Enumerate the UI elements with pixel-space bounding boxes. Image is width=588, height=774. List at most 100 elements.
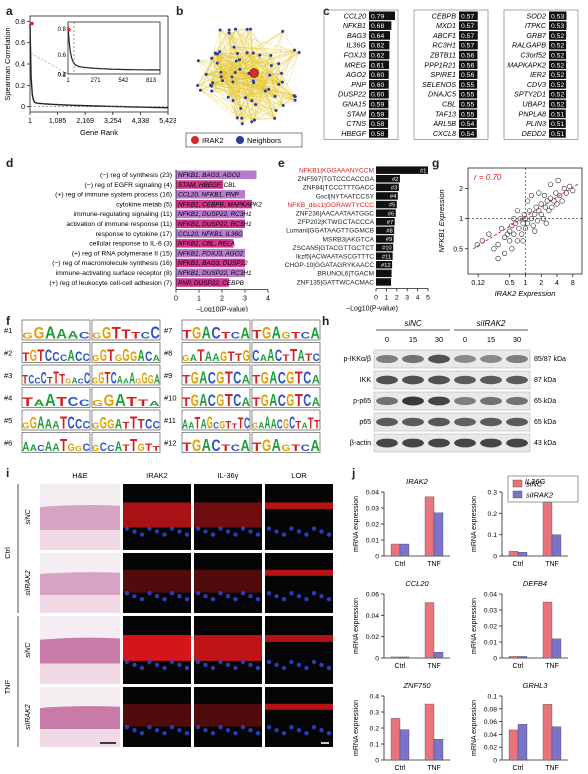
network-edge xyxy=(235,29,279,85)
panel-label-d: d xyxy=(6,156,14,170)
panel-c-value-bar xyxy=(459,99,478,109)
panel-c-value: 0.53 xyxy=(551,13,564,20)
panel-f-logo-rev-frame xyxy=(251,409,321,431)
panel-j-category-label: Ctrl xyxy=(513,561,524,568)
network-edge xyxy=(211,52,248,59)
panel-g-point xyxy=(551,198,557,204)
panel-g-point xyxy=(527,208,533,214)
panel-j-ytick-label: 0 xyxy=(493,554,497,561)
panel-f-logo-fwd-letter: T xyxy=(228,349,235,365)
panel-i-nucleus xyxy=(124,725,130,730)
panel-i-nucleus xyxy=(319,594,324,599)
panel-h-band xyxy=(454,438,476,448)
panel-c-value-bar xyxy=(459,11,478,21)
panel-j-ytick-label: 0.01 xyxy=(366,538,379,545)
panel-h-western-blot: siNC siIRAK2 0 15 30 0 15 30 p-IKKα/β 85/87 kDa IK… xyxy=(343,319,566,453)
panel-c-value: 0.61 xyxy=(371,62,384,69)
panel-c-gene-name: NFKB1 xyxy=(343,21,366,30)
panel-i-fluor-image xyxy=(265,484,333,550)
network-edge xyxy=(232,81,269,90)
panel-h-time-label: 0 xyxy=(463,335,467,344)
panel-c-value: 0.54 xyxy=(461,121,474,128)
panel-i-nucleus xyxy=(311,591,317,596)
panel-f-logo-rev-letter: A xyxy=(265,413,271,433)
panel-f-logo-rev-letter: T xyxy=(107,346,114,365)
panel-f-logo-rev-letter: A xyxy=(138,348,145,365)
panel-f-logo-rev-letter: A xyxy=(311,438,320,455)
neighbor-node xyxy=(198,88,202,92)
panel-h-protein-label: p-IKKα/β xyxy=(343,356,371,363)
panel-c-value-bar xyxy=(459,60,478,70)
neighbor-node xyxy=(213,51,217,55)
panel-f-logo-rev-letter: T xyxy=(153,446,161,453)
network-edge xyxy=(215,52,240,60)
panel-f-logo-rev-letter: T xyxy=(126,394,137,409)
panel-j-bar-sinc xyxy=(424,703,435,761)
panel-a-inset-xtick-label: 271 xyxy=(91,78,102,84)
panel-c-value-bar xyxy=(369,11,395,21)
panel-f-logo-rev-letter: G xyxy=(281,330,290,341)
network-edge xyxy=(242,75,270,124)
panel-f-logo-rev-letter: G xyxy=(261,369,269,388)
panel-e-motif-label: ZNF84|TCCCTTTGACC xyxy=(303,185,375,192)
panel-i-nucleus xyxy=(326,597,332,602)
panel-c-value-bar xyxy=(369,40,390,50)
panel-f-logo-fwd-frame xyxy=(21,432,91,453)
panel-c-value-bar xyxy=(549,119,566,128)
panel-i-nucleus xyxy=(274,594,279,599)
panel-i-he-epidermis xyxy=(40,505,120,531)
panel-i-nucleus xyxy=(154,662,160,668)
panel-f-logo-fwd-letter: A xyxy=(182,417,188,432)
panel-a-ytick-label: 0 xyxy=(21,104,25,111)
panel-i-nucleus xyxy=(147,659,152,665)
panel-f-logo-fwd-frame xyxy=(21,342,91,363)
panel-a-xtick-label: 3,254 xyxy=(104,118,122,125)
panel-label-a: a xyxy=(6,4,13,18)
network-edge xyxy=(219,29,296,101)
panel-f-logo-fwd-letter: C xyxy=(208,369,216,388)
neighbor-node xyxy=(269,64,273,68)
panel-f-logo-rev-letter: T xyxy=(282,352,290,363)
panel-d-term: (−) reg of EGFR signaling (4) xyxy=(85,182,172,189)
neighbor-node xyxy=(249,27,253,31)
panel-i-nucleus xyxy=(266,526,272,531)
panel-label-f: f xyxy=(6,314,10,328)
panel-c-gene-name: HBEGF xyxy=(341,129,366,138)
panel-h-band xyxy=(428,375,450,385)
panel-i-nucleus xyxy=(311,526,317,531)
panel-f-logo-rev-letter: T xyxy=(295,368,303,388)
panel-i-nucleus xyxy=(311,659,317,665)
panel-e-rank: #10 xyxy=(382,246,392,252)
panel-f-logo-fwd-letter: A xyxy=(34,397,45,408)
panel-j-bar-siirak2 xyxy=(433,739,444,761)
panel-h-time-label: 15 xyxy=(409,335,417,344)
panel-c-gene-name: CDV3 xyxy=(527,80,546,89)
panel-c-value-bar xyxy=(549,89,567,99)
panel-f-logo-rev-letter: G xyxy=(148,373,154,387)
neighbor-node xyxy=(263,89,267,93)
panel-i-nucleus xyxy=(147,591,152,596)
panel-h-protein-label: p-p65 xyxy=(353,398,371,405)
neighbor-node xyxy=(245,27,249,31)
network-edge xyxy=(241,31,283,119)
panel-f-logo-fwd-letter: C xyxy=(208,391,216,410)
panel-f-logo-rev-letter: G xyxy=(138,442,145,454)
panel-g-point xyxy=(536,190,542,196)
panel-e-motif-label: Ikzf5|ACWAATASCGTTTC xyxy=(296,254,374,261)
panel-j-chart-title: DEFB4 xyxy=(523,579,547,588)
panel-label-i: i xyxy=(6,466,10,480)
panel-f-logo-rev-frame xyxy=(91,342,161,363)
panel-f-logo-rev-letter: C xyxy=(107,444,114,453)
panel-f-motif-number: #6 xyxy=(4,439,12,448)
panel-c-gene-table: CCL20 0.79 NFKB1 0.68 BAG3 0.64 IL36G 0.62 FOXJ3… xyxy=(323,9,579,140)
panel-f-logo-rev-letter: A xyxy=(269,390,277,410)
panel-c-value-bar xyxy=(459,31,478,40)
network-edge xyxy=(250,29,254,53)
panel-d-term: activation of immune response (11) xyxy=(66,221,172,228)
panel-e-motif-label: NFKB1|KGGAAANYCCM xyxy=(299,168,374,175)
network-edge xyxy=(239,59,279,85)
panel-f-logo-fwd-letter: C xyxy=(68,394,79,409)
network-edge xyxy=(247,29,272,56)
panel-h-blot-strip xyxy=(373,412,531,432)
panel-d-genes: CCL20, NFKB1, PNP xyxy=(178,192,239,199)
